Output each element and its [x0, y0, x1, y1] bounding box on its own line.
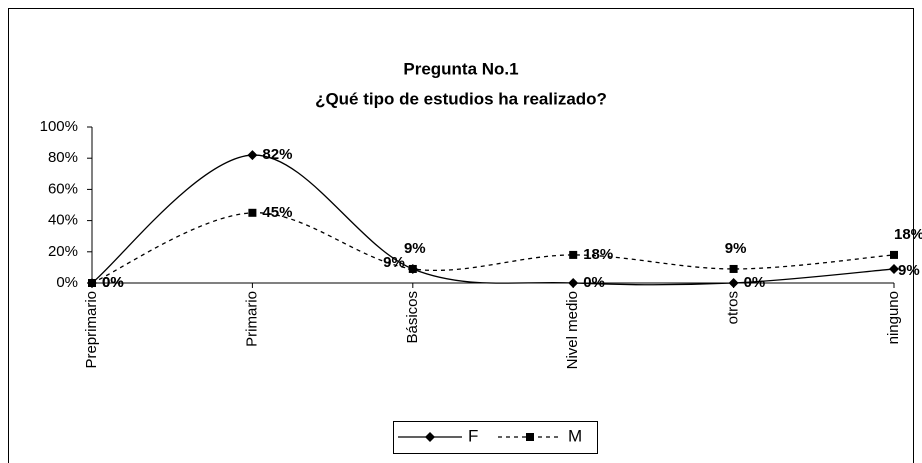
marker-square — [890, 250, 898, 259]
data-label: 45% — [262, 204, 292, 221]
y-tick-label: 100% — [40, 118, 78, 135]
data-label: 0% — [102, 274, 124, 291]
x-tick-label: Nivel medio — [564, 291, 581, 369]
legend-label: F — [468, 426, 478, 445]
marker-diamond — [728, 278, 739, 288]
marker-square — [248, 208, 257, 217]
marker-square — [88, 279, 96, 287]
marker-square — [729, 264, 738, 273]
x-tick-label: Básicos — [404, 291, 421, 344]
data-label: 9% — [898, 262, 920, 279]
marker-square — [408, 264, 417, 273]
y-tick-label: 40% — [48, 212, 78, 229]
x-tick-label: Preprimario — [83, 291, 100, 369]
data-label: 0% — [744, 274, 766, 291]
data-label: 9% — [404, 240, 426, 257]
series-line — [91, 154, 895, 286]
data-label: 9% — [725, 240, 747, 257]
marker-diamond — [568, 278, 579, 288]
x-tick-label: otros — [725, 291, 742, 324]
marker-square — [569, 250, 578, 259]
y-tick-label: 0% — [56, 274, 78, 291]
y-tick-label: 80% — [48, 149, 78, 166]
data-label: 0% — [583, 274, 605, 291]
y-tick-label: 20% — [48, 243, 78, 260]
marker-diamond — [425, 432, 435, 442]
legend-label: M — [568, 426, 582, 445]
data-label: 82% — [262, 146, 292, 163]
x-tick-label: Primario — [243, 291, 260, 347]
chart-subtitle: ¿Qué tipo de estudios ha realizado? — [315, 89, 607, 108]
y-tick-label: 60% — [48, 180, 78, 197]
marker-square — [526, 433, 534, 441]
data-label: 18% — [583, 246, 613, 263]
chart-border — [8, 8, 914, 463]
data-label: 9% — [383, 254, 405, 271]
marker-diamond — [889, 263, 899, 274]
chart-title: Pregunta No.1 — [403, 59, 518, 78]
x-tick-label: ninguno — [885, 291, 902, 344]
data-label: 0% — [102, 274, 124, 291]
data-label: 18% — [894, 226, 922, 243]
marker-diamond — [247, 150, 258, 161]
